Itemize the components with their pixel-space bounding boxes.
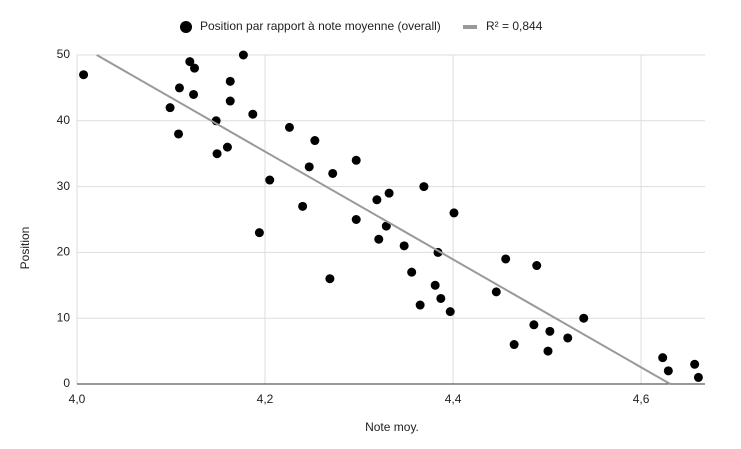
y-tick-label: 50	[57, 47, 71, 61]
point	[579, 313, 589, 323]
point	[690, 359, 700, 369]
point	[351, 155, 361, 165]
legend-marker	[180, 21, 192, 33]
point	[225, 76, 235, 86]
point	[658, 353, 668, 363]
point	[212, 149, 222, 159]
point	[449, 208, 459, 218]
point	[399, 241, 409, 251]
point	[419, 182, 429, 192]
point	[407, 267, 417, 277]
point	[372, 195, 382, 205]
point	[491, 287, 501, 297]
point	[165, 103, 175, 113]
point	[310, 136, 320, 146]
x-tick-label: 4,4	[445, 392, 462, 406]
point	[384, 188, 394, 198]
point	[248, 109, 258, 119]
y-tick-label: 10	[57, 310, 71, 324]
legend-label: R² = 0,844	[486, 19, 543, 33]
point	[189, 89, 199, 99]
point	[529, 320, 539, 330]
point	[185, 57, 195, 67]
point	[254, 228, 264, 238]
point	[374, 234, 384, 244]
point	[430, 280, 440, 290]
point	[563, 333, 573, 343]
point	[663, 366, 673, 376]
point	[381, 221, 391, 231]
point	[436, 293, 446, 303]
x-tick-label: 4,2	[257, 392, 274, 406]
point	[190, 63, 200, 73]
point	[445, 307, 455, 317]
point	[174, 83, 184, 93]
point	[222, 142, 232, 152]
point	[79, 70, 89, 80]
x-tick-label: 4,0	[69, 392, 86, 406]
y-axis-label: Position	[18, 227, 32, 270]
point	[501, 254, 511, 264]
legend-label: Position par rapport à note moyenne (ove…	[200, 19, 441, 33]
point	[304, 162, 314, 172]
point	[174, 129, 184, 139]
point	[238, 50, 248, 60]
point	[415, 300, 425, 310]
point	[545, 326, 555, 336]
point	[532, 261, 542, 271]
point	[225, 96, 235, 106]
x-axis-label: Note moy.	[365, 420, 419, 434]
point	[351, 215, 361, 224]
point	[325, 274, 335, 284]
trendline	[96, 54, 671, 385]
y-tick-label: 0	[63, 376, 70, 390]
point	[284, 122, 294, 132]
point	[298, 201, 308, 211]
point	[265, 175, 275, 185]
y-tick-label: 40	[57, 113, 71, 127]
point	[693, 372, 703, 382]
y-tick-label: 30	[57, 179, 71, 193]
x-tick-label: 4,6	[633, 392, 650, 406]
point	[509, 340, 519, 350]
point	[543, 346, 553, 356]
point	[328, 168, 338, 178]
y-tick-label: 20	[57, 245, 71, 259]
